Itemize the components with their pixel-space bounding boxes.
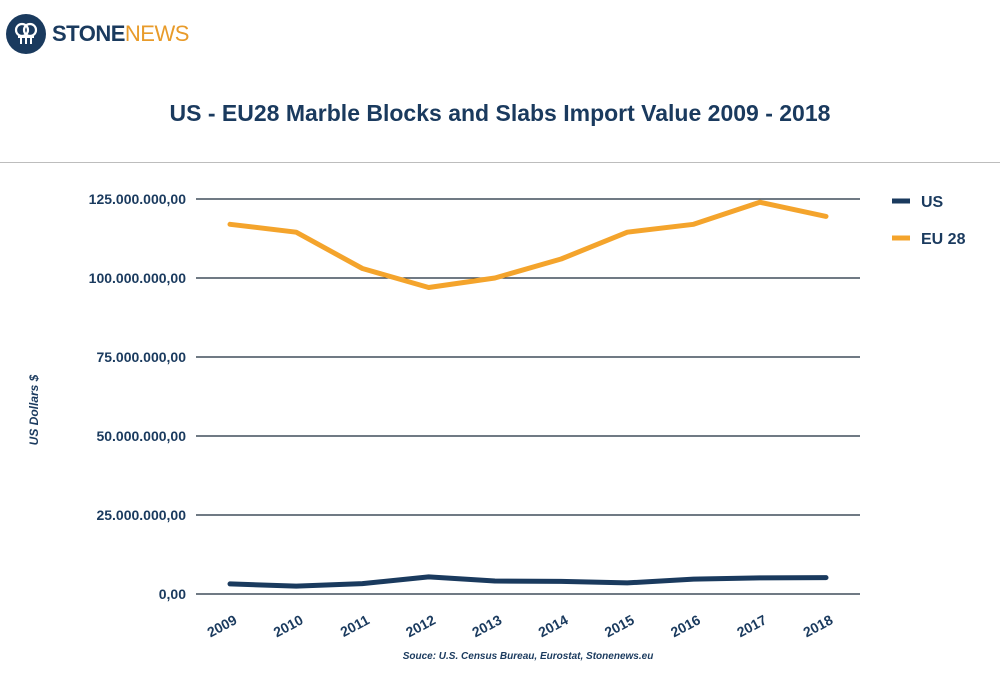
source-note: Souce: U.S. Census Bureau, Eurostat, Sto… [402,651,654,662]
legend-label: US [921,194,944,211]
x-tick-label: 2011 [338,611,373,639]
legend: US EU 28 [892,194,966,248]
series-line-eu-28 [227,199,829,290]
x-tick-label: 2013 [469,611,504,640]
y-tick-labels: 0,00 25.000.000,00 50.000.000,00 75.000.000… [89,191,187,602]
logo-word-news: NEWS [124,21,190,46]
y-tick-label: 100.000.000,00 [89,270,187,286]
grid-lines [196,198,860,595]
y-tick-label: 50.000.000,00 [96,428,186,444]
y-axis-label: US Dollars $ [27,374,41,445]
x-tick-label: 2012 [403,611,438,640]
x-tick-label: 2018 [800,611,835,640]
chart-title: US - EU28 Marble Blocks and Slabs Import… [169,100,831,126]
series-line-us [227,574,829,589]
legend-label: EU 28 [921,231,966,248]
y-tick-label: 75.000.000,00 [96,349,186,365]
y-tick-label: 0,00 [159,586,186,602]
series-lines [227,199,829,589]
x-tick-label: 2009 [204,611,239,640]
logo-emblem-icon [6,14,46,54]
logo-wordmark: STONENEWS [52,21,189,47]
x-tick-label: 2014 [535,611,570,640]
y-tick-label: 25.000.000,00 [96,507,186,523]
x-tick-label: 2017 [734,611,769,640]
x-tick-labels: 2009 2010 2011 2012 2013 2014 2015 2016 2017 2018 [204,611,835,640]
x-tick-label: 2015 [602,611,637,640]
logo-word-stone: STONE [52,21,125,46]
x-tick-label: 2010 [271,611,306,640]
x-tick-label: 2016 [668,611,703,640]
y-tick-label: 125.000.000,00 [89,191,187,207]
stonenews-logo: STONENEWS [6,14,189,54]
title-divider [0,162,1000,163]
